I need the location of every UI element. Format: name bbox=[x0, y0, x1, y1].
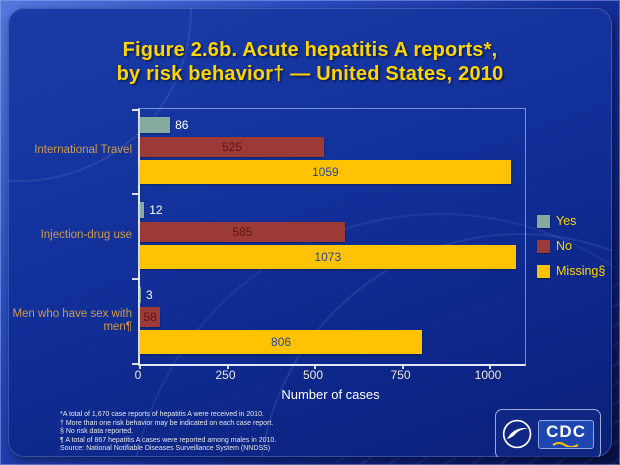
chart-title-line2: by risk behavior† — United States, 2010 bbox=[116, 63, 504, 85]
legend-swatch bbox=[537, 214, 550, 228]
footnote-line: § No risk data reported. bbox=[60, 428, 134, 436]
cdc-hhs-logo: CDC bbox=[495, 409, 601, 457]
x-axis-tick bbox=[401, 365, 404, 369]
bar-no: 525 bbox=[140, 137, 324, 157]
y-axis-tick bbox=[132, 109, 139, 111]
y-axis-tick bbox=[132, 193, 139, 195]
x-axis-tick bbox=[226, 365, 229, 369]
category-label: Injection-drug use bbox=[40, 229, 132, 241]
x-tick-label: 500 bbox=[302, 368, 324, 382]
value-label: 1059 bbox=[311, 165, 339, 179]
bar-no: 585 bbox=[140, 222, 345, 242]
legend-item: Yes bbox=[537, 214, 605, 228]
footnote-line: Source: National Notifiable Diseases Sur… bbox=[60, 445, 271, 453]
bar-missing: 1059 bbox=[140, 160, 511, 184]
slide-panel: Figure 2.6b. Acute hepatitis A reports*,… bbox=[8, 8, 612, 457]
cdc-logo-text: CDC bbox=[538, 419, 594, 449]
x-tick-label: 1000 bbox=[474, 368, 502, 382]
category-label: Men who have sex with men¶ bbox=[12, 307, 132, 333]
x-axis-tick bbox=[314, 365, 316, 369]
bar-yes bbox=[140, 202, 145, 218]
bar-yes bbox=[140, 287, 142, 303]
chart-title: Figure 2.6b. Acute hepatitis A reports*,… bbox=[8, 38, 612, 86]
bar-missing: 806 bbox=[140, 330, 423, 354]
chart-legend: Yes No Missing§ bbox=[537, 214, 605, 289]
legend-label: No bbox=[556, 239, 572, 253]
value-label: 806 bbox=[271, 335, 292, 349]
legend-item: No bbox=[537, 239, 605, 253]
legend-label: Missing§ bbox=[556, 264, 606, 278]
value-label: 585 bbox=[232, 225, 253, 239]
value-label: 58 bbox=[143, 310, 157, 324]
bar-yes bbox=[140, 117, 171, 133]
legend-label: Yes bbox=[556, 214, 577, 228]
y-axis-tick bbox=[132, 278, 139, 280]
x-tick-label: 250 bbox=[215, 368, 236, 382]
y-axis-tick bbox=[132, 363, 139, 365]
flag-wave-icon bbox=[552, 441, 579, 447]
footnote-line: *A total of 1,670 case reports of hepati… bbox=[60, 411, 264, 418]
value-label: 86 bbox=[175, 118, 189, 132]
cdc-letters: CDC bbox=[546, 421, 586, 441]
bar-group: 3 58 806 bbox=[140, 279, 525, 364]
bar-no: 58 bbox=[140, 307, 161, 327]
bar-group: 12 585 1073 bbox=[140, 194, 525, 279]
hhs-logo-icon bbox=[502, 419, 532, 449]
x-axis-tick bbox=[139, 365, 141, 369]
bar-group: 86 525 1059 bbox=[140, 109, 525, 194]
category-label: International Travel bbox=[34, 144, 132, 156]
footnotes: *A total of 1,670 case reports of hepati… bbox=[60, 411, 360, 454]
footnote-line: † More than one risk behavior may be ind… bbox=[60, 419, 274, 427]
x-axis-label: Number of cases bbox=[281, 387, 380, 402]
x-axis-ticks: 0 250 500 750 1000 bbox=[134, 368, 523, 382]
value-label: 3 bbox=[146, 288, 153, 302]
chart-title-line1: Figure 2.6b. Acute hepatitis A reports*, bbox=[122, 39, 498, 61]
x-tick-label: 750 bbox=[390, 368, 411, 382]
value-label: 1073 bbox=[314, 250, 342, 264]
x-axis-tick bbox=[489, 365, 491, 369]
value-label: 525 bbox=[221, 140, 242, 154]
x-tick-label: 0 bbox=[134, 368, 142, 382]
legend-swatch bbox=[537, 264, 550, 278]
bar-missing: 1073 bbox=[140, 245, 516, 269]
legend-item: Missing§ bbox=[537, 264, 605, 278]
plot-area: 86 525 1059 12 585 1073 3 58 806 bbox=[132, 108, 526, 369]
legend-swatch bbox=[537, 239, 550, 253]
footnote-line: ¶ A total of 867 hepatitis A cases were … bbox=[60, 436, 277, 444]
category-labels: International Travel Injection-drug use Me… bbox=[10, 108, 132, 363]
value-label: 12 bbox=[149, 203, 163, 217]
